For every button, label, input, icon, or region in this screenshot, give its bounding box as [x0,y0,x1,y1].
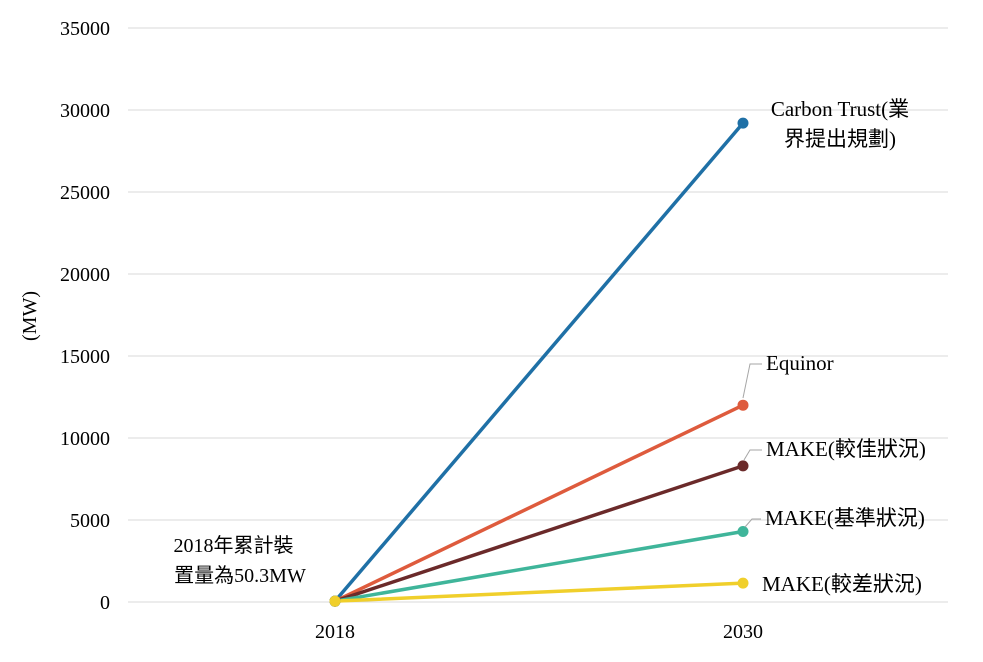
series-line [333,403,745,603]
label-leader-line [742,363,762,399]
series-lines [329,117,749,607]
annotation-2018-capacity: 2018年累計裝 置量為50.3MW [174,534,306,587]
y-tick-label: 35000 [60,18,110,40]
y-tick-label: 25000 [60,182,110,204]
series-label: MAKE(較差狀況) [762,572,922,596]
annotation-line-2: 置量為50.3MW [174,564,306,587]
data-point [329,595,341,607]
series-label-line: MAKE(較差狀況) [762,572,922,596]
data-point [737,399,749,411]
series-label-line: Carbon Trust(業 [771,97,909,121]
series-line [333,464,745,603]
x-tick-label: 2018 [315,621,355,643]
series-line [333,529,745,603]
series-label-line: 界提出規劃) [784,127,896,151]
series-label: Equinor [766,351,834,375]
label-leader-line [744,518,761,528]
y-tick-label: 5000 [70,510,110,532]
x-tick-label: 2030 [723,621,763,643]
series-label: MAKE(基準狀況) [765,506,925,530]
y-tick-label: 30000 [60,100,110,122]
data-point [737,577,749,589]
series-label-line: MAKE(較佳狀況) [766,437,926,461]
y-tick-label: 0 [100,592,110,614]
gridlines [128,27,948,603]
series-line [333,121,745,603]
series-4 [333,577,749,603]
series-line [333,581,745,603]
y-axis-label: (MW) [19,291,41,341]
series-label: MAKE(較佳狀況) [766,437,926,461]
series-3 [333,525,749,603]
annotation-line-1: 2018年累計裝 [174,534,294,557]
y-tick-label: 20000 [60,264,110,286]
y-tick-label: 15000 [60,346,110,368]
series-2 [333,460,749,603]
y-axis-ticks: 0 5000 10000 15000 20000 25000 30000 35000 [60,18,110,614]
series-labels: Carbon Trust(業界提出規劃) Equinor MAKE(較佳狀況) MAK… [742,97,926,596]
series-label-line: Equinor [766,351,834,375]
data-point [737,117,749,129]
series-0 [333,117,749,603]
y-tick-label: 10000 [60,428,110,450]
series-label: Carbon Trust(業界提出規劃) [771,97,909,151]
x-axis-ticks: 2018 2030 [315,621,763,643]
series-1 [333,399,749,603]
data-point [737,460,749,472]
data-point [737,525,749,537]
series-label-line: MAKE(基準狀況) [765,506,925,530]
label-leader-line [743,449,762,461]
